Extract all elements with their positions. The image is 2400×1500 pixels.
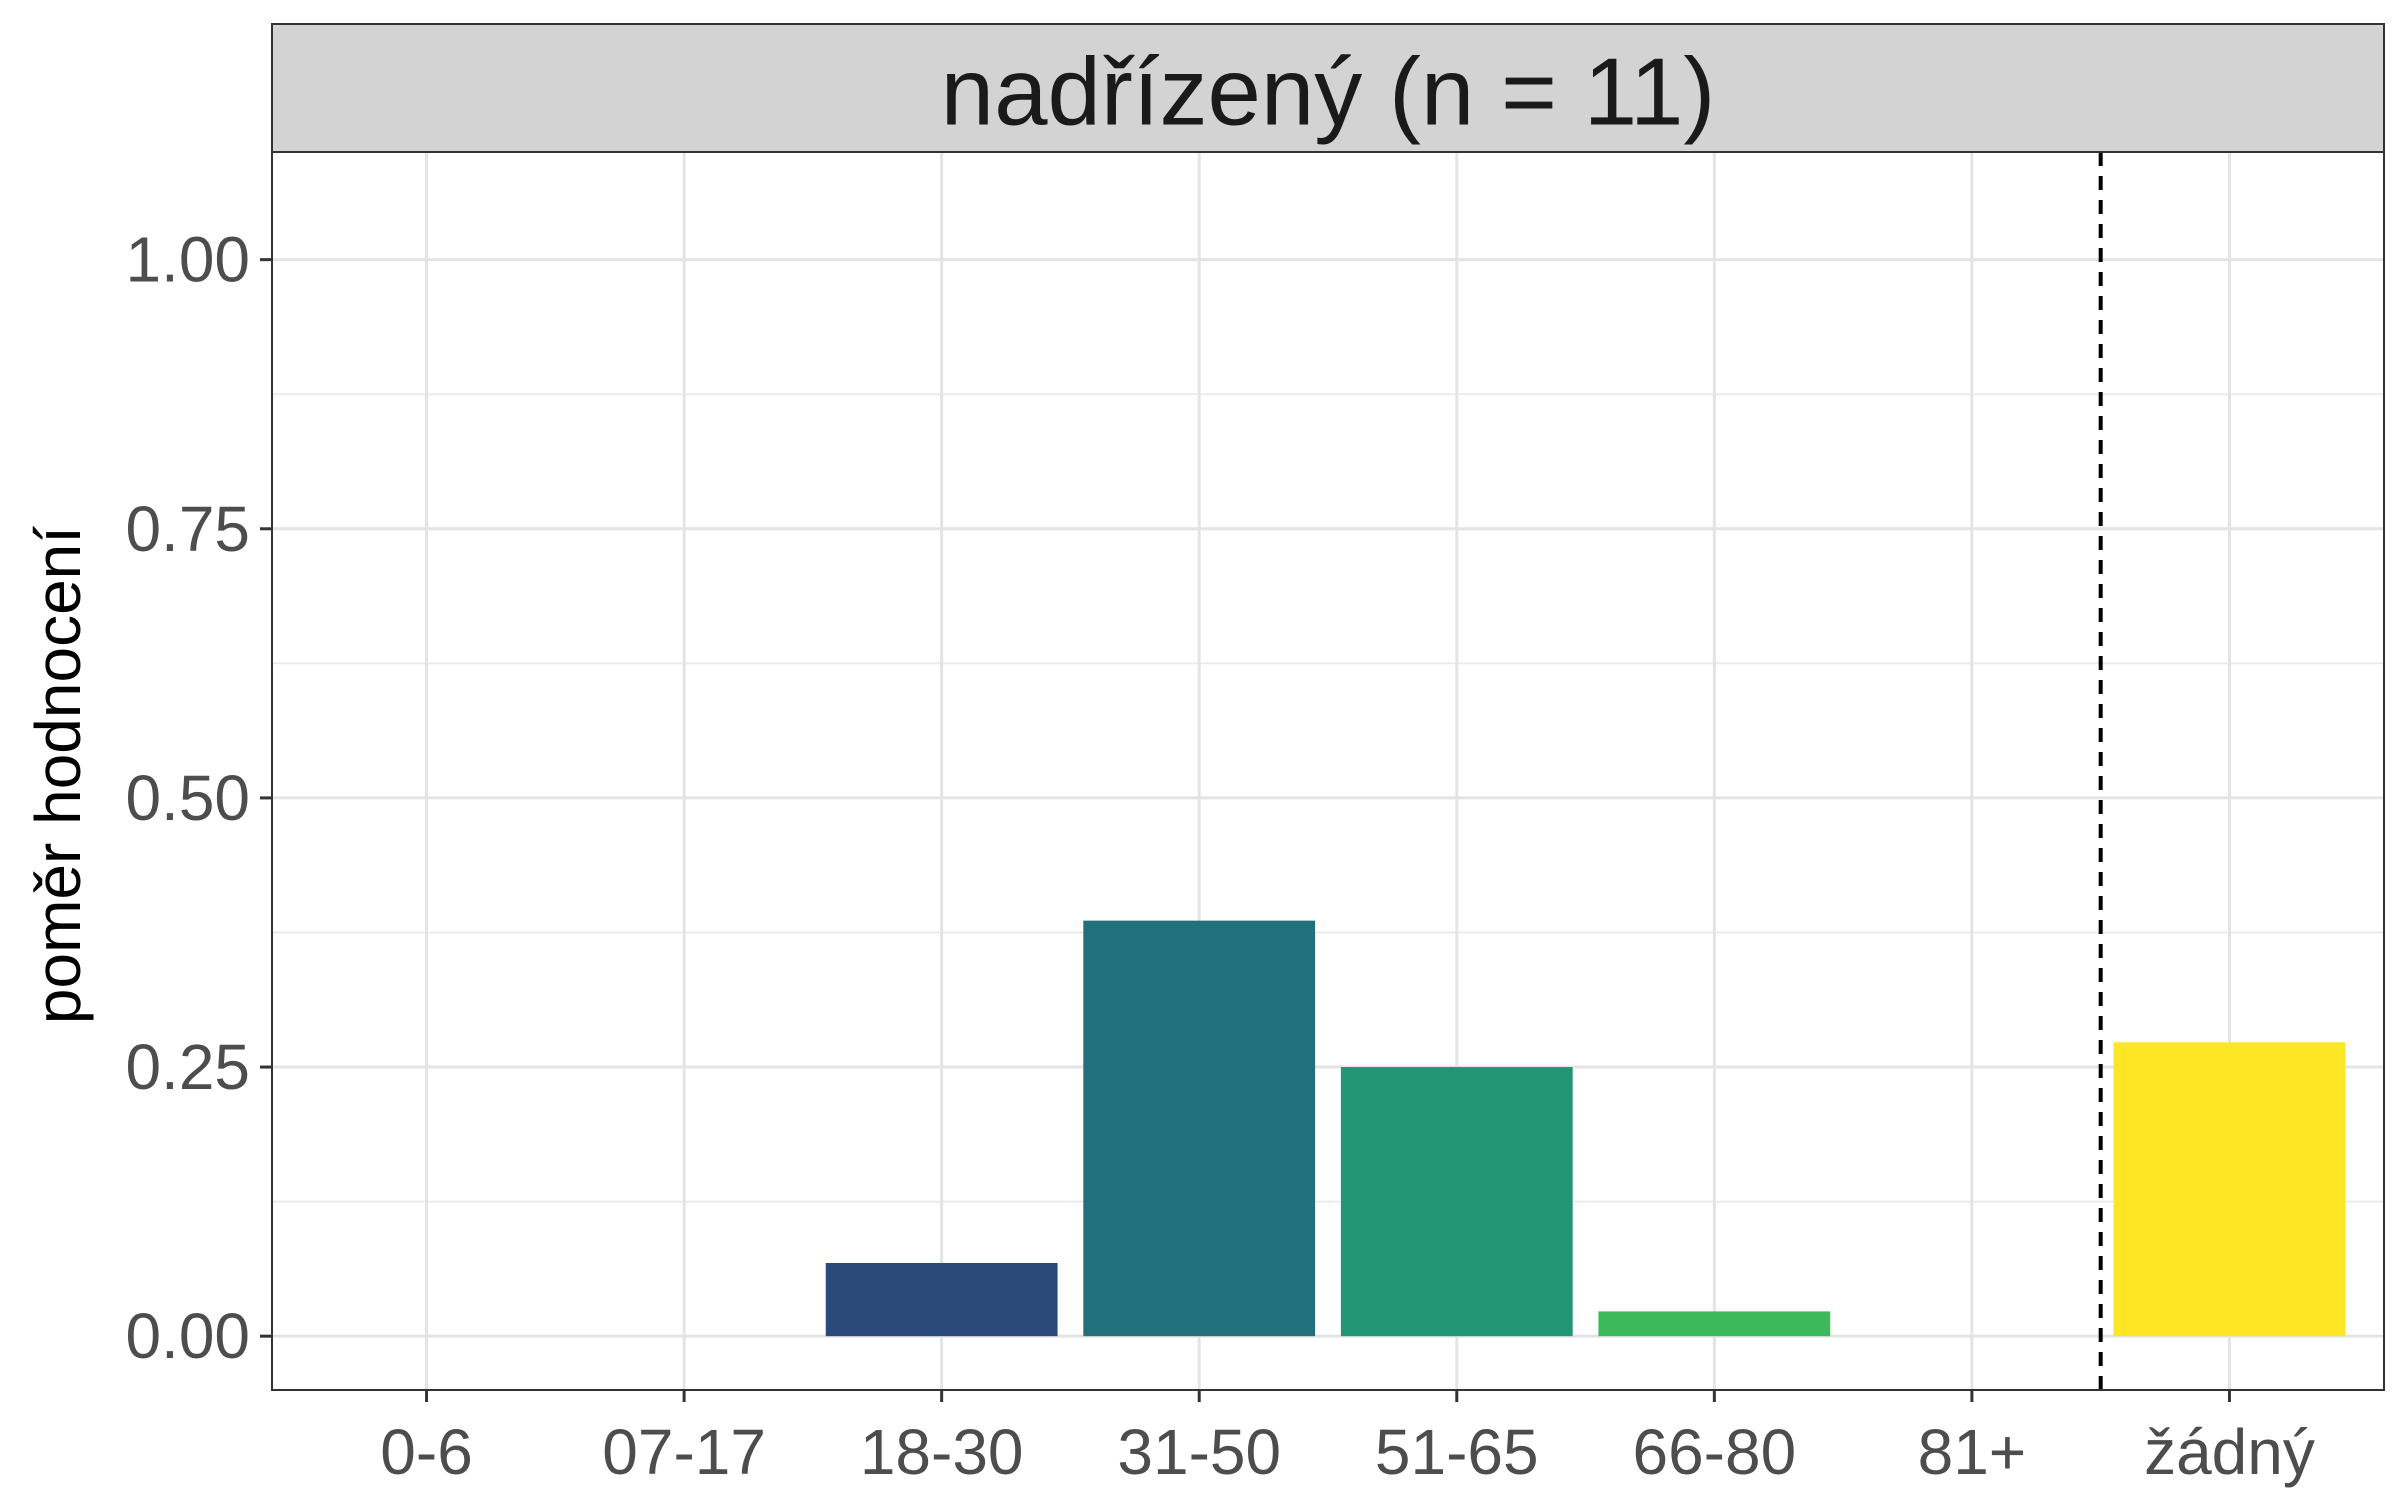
y-tick-label: 0.00 bbox=[125, 1300, 250, 1372]
y-tick-label: 0.25 bbox=[125, 1031, 250, 1103]
bar-žádný bbox=[2113, 1042, 2346, 1337]
x-tick-label: 18-30 bbox=[860, 1416, 1024, 1488]
facet-strip-title: nadřízený (n = 11) bbox=[941, 39, 1716, 146]
plot-panel bbox=[272, 152, 2384, 1390]
y-axis-title: poměr hodnocení bbox=[22, 526, 94, 1024]
x-tick-label: 0-6 bbox=[380, 1416, 473, 1488]
x-axis-ticks: 0-6 07-17 18-30 31-50 51-65 66-80 81+ žádný bbox=[380, 1390, 2315, 1488]
x-tick-label: žádný bbox=[2144, 1416, 2315, 1488]
bar-51-65 bbox=[1340, 1067, 1573, 1337]
y-tick-label: 0.75 bbox=[125, 493, 250, 565]
facet-strip bbox=[271, 23, 2385, 153]
x-tick-label: 51-65 bbox=[1375, 1416, 1539, 1488]
x-tick-label: 66-80 bbox=[1632, 1416, 1796, 1488]
x-tick-label: 31-50 bbox=[1117, 1416, 1281, 1488]
bar-31-50 bbox=[1083, 920, 1316, 1337]
bars bbox=[825, 920, 2346, 1337]
x-tick-label: 07-17 bbox=[602, 1416, 766, 1488]
y-axis-ticks: 0.00 0.25 0.50 0.75 1.00 bbox=[125, 224, 272, 1372]
x-tick-label: 81+ bbox=[1918, 1416, 2027, 1488]
bar-66-80 bbox=[1598, 1311, 1831, 1337]
y-tick-label: 0.50 bbox=[125, 762, 250, 834]
y-tick-label: 1.00 bbox=[125, 224, 250, 296]
bar-18-30 bbox=[825, 1262, 1058, 1337]
